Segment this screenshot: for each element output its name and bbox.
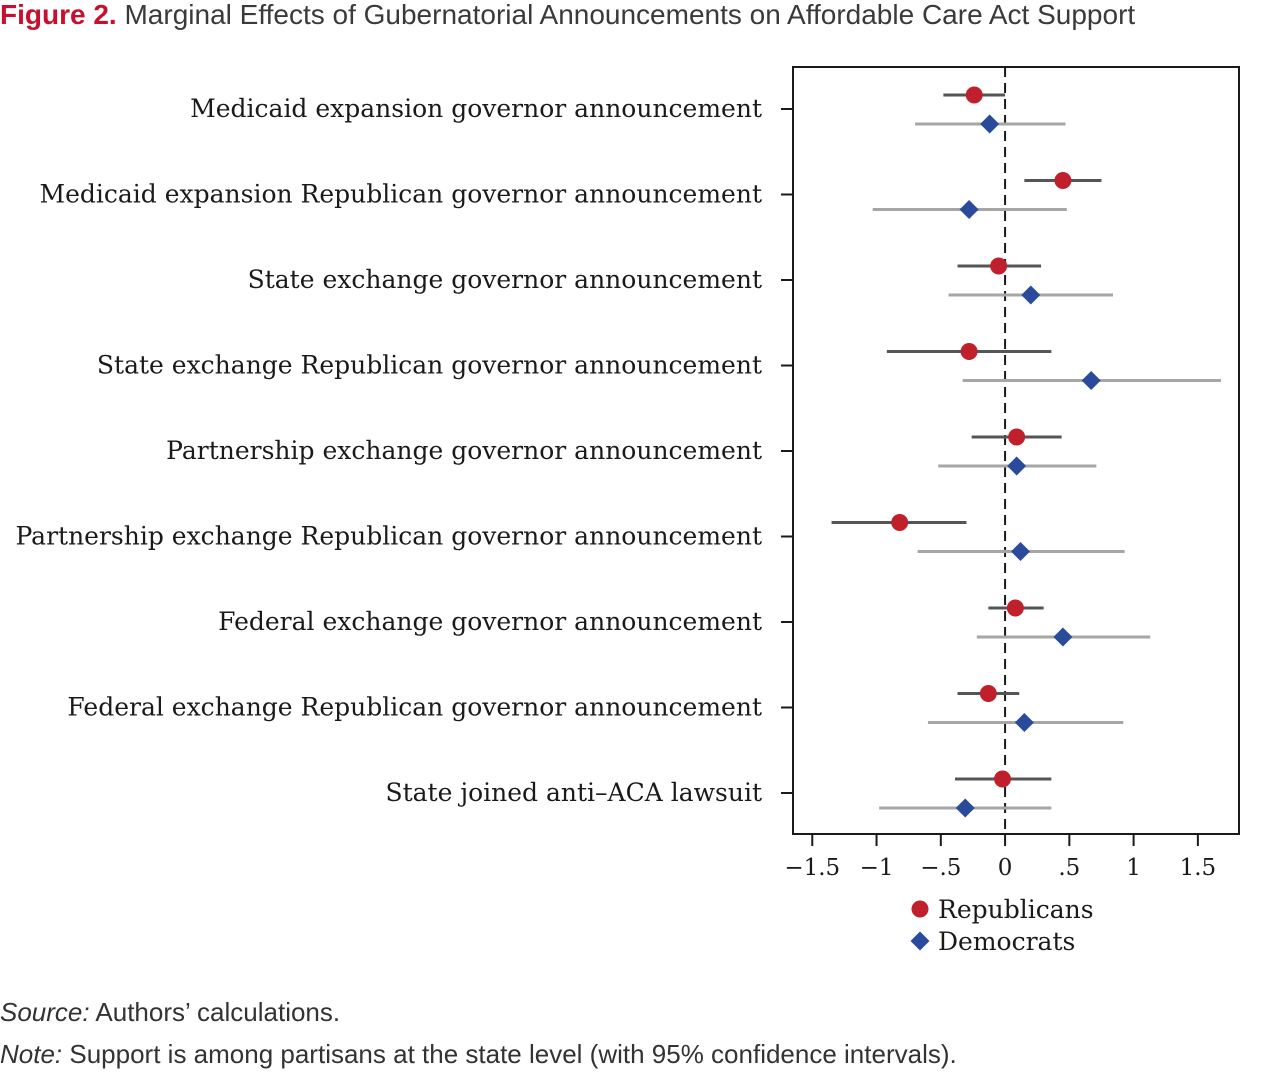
category-label: Medicaid expansion governor announcement (190, 94, 762, 123)
category-label: Medicaid expansion Republican governor a… (39, 180, 762, 209)
legend-republicans-label: Republicans (938, 895, 1094, 924)
x-tick-label: −1.5 (784, 855, 840, 881)
category-label: Federal exchange governor announcement (218, 607, 762, 636)
figure-title-text: Marginal Effects of Gubernatorial Announ… (124, 0, 1136, 30)
democrats-point (1053, 627, 1073, 647)
source-note: Source: Authors’ calculations. (0, 997, 340, 1028)
democrats-point (1021, 285, 1041, 305)
x-tick-label: 1 (1126, 855, 1141, 881)
coefficient-plot: Medicaid expansion governor announcement… (15, 66, 1240, 956)
republicans-point (960, 343, 978, 360)
legend-democrats-marker (910, 931, 930, 951)
plot-frame (792, 66, 1240, 835)
source-label: Source: (0, 997, 90, 1027)
note-text: Support is among partisans at the state … (62, 1039, 957, 1069)
x-tick-label: .5 (1058, 855, 1080, 881)
democrats-point (1014, 713, 1034, 732)
method-note: Note: Support is among partisans at the … (0, 1039, 957, 1070)
figure-label: Figure 2. (0, 0, 117, 30)
figure-title: Figure 2. Marginal Effects of Gubernator… (0, 0, 1135, 30)
democrats-point (959, 200, 979, 219)
republicans-point (965, 86, 983, 104)
category-label: State joined anti–ACA lawsuit (385, 778, 762, 807)
source-text: Authors’ calculations. (89, 997, 341, 1027)
republicans-point (979, 685, 997, 702)
legend-democrats-label: Democrats (938, 927, 1075, 956)
republicans-point (1008, 428, 1026, 446)
republicans-point (1054, 172, 1072, 189)
x-tick-label: −1 (860, 855, 894, 881)
legend-republicans-marker (911, 900, 929, 918)
category-label: Partnership exchange governor announceme… (166, 436, 762, 465)
category-label: State exchange Republican governor annou… (97, 351, 762, 380)
x-tick-label: 1.5 (1180, 855, 1217, 881)
democrats-point (980, 114, 1000, 134)
category-label: State exchange governor announcement (248, 265, 762, 294)
democrats-point (955, 798, 975, 818)
democrats-point (1081, 371, 1101, 390)
category-label: Federal exchange Republican governor ann… (67, 693, 762, 722)
x-tick-label: −.5 (920, 855, 961, 881)
republicans-point (891, 514, 909, 531)
republicans-point (994, 770, 1012, 788)
democrats-point (1007, 456, 1027, 476)
x-tick-label: 0 (998, 855, 1013, 881)
republicans-point (990, 257, 1008, 275)
note-label: Note: (0, 1039, 63, 1069)
category-label: Partnership exchange Republican governor… (15, 522, 762, 551)
republicans-point (1006, 599, 1024, 617)
democrats-point (1010, 542, 1030, 561)
